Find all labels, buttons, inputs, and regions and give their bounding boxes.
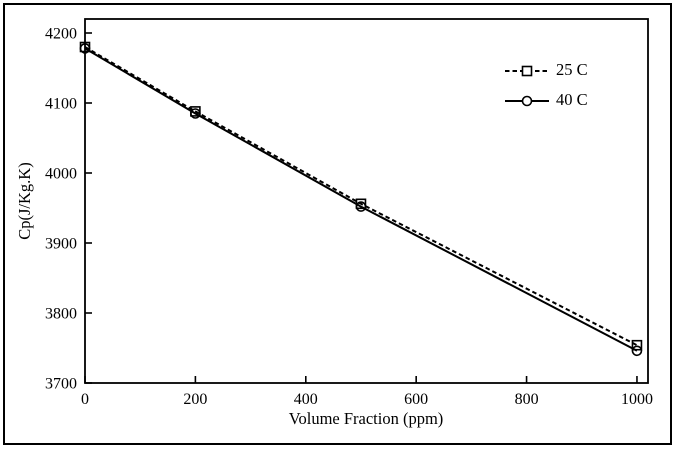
x-tick-label: 200 (183, 391, 207, 408)
marker-circle-40-c (79, 43, 91, 54)
y-tick-label: 4200 (45, 26, 77, 43)
y-axis-title: Cp(J/Kg.K) (15, 162, 34, 239)
series-line-25-c (84, 46, 638, 347)
x-tick-label: 400 (294, 391, 318, 408)
legend-label-25c: 25 C (556, 60, 588, 80)
figure-border (3, 3, 672, 445)
plot-border (84, 18, 649, 384)
marker-square-25-c (631, 339, 643, 351)
marker-circle-40-c (631, 345, 643, 357)
x-tick-label: 0 (81, 391, 89, 408)
y-tick-label: 4100 (45, 96, 77, 113)
y-tick-label: 3800 (45, 306, 77, 323)
y-tick-label: 4000 (45, 166, 77, 183)
x-axis-title: Volume Fraction (ppm) (289, 409, 444, 428)
series-line-40-c (84, 47, 638, 352)
marker-square-25-c (355, 198, 367, 210)
y-tick-label: 3700 (45, 376, 77, 393)
legend: 25 C 40 C (505, 60, 588, 111)
legend-label-40c: 40 C (556, 90, 588, 110)
dashed-line-square-marker-icon (505, 65, 549, 76)
solid-line-circle-marker-icon (505, 95, 549, 106)
legend-entry-40c: 40 C (505, 90, 588, 111)
x-tick-label: 1000 (621, 391, 653, 408)
marker-circle-40-c (190, 108, 201, 119)
x-tick-label: 600 (404, 391, 428, 408)
x-tick-label: 800 (515, 391, 539, 408)
marker-circle-40-c (355, 201, 367, 212)
y-tick-label: 3900 (45, 236, 77, 253)
legend-entry-25c: 25 C (505, 60, 588, 81)
